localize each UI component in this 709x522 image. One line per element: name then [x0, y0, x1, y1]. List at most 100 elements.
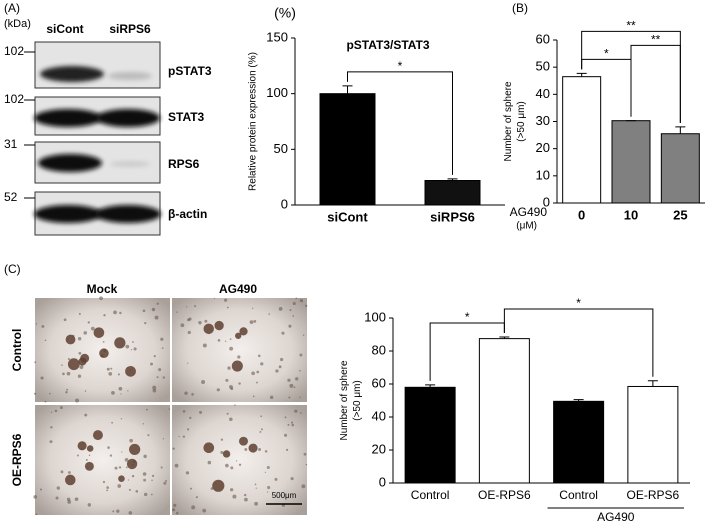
x-tick-label: OE-RPS6 — [478, 488, 531, 502]
cell — [128, 488, 131, 491]
cell — [249, 320, 254, 324]
cell — [60, 470, 64, 474]
bar — [553, 400, 605, 484]
cell — [224, 298, 228, 302]
cell — [156, 376, 159, 379]
cell — [266, 465, 270, 469]
sphere — [80, 353, 90, 363]
cell — [258, 354, 261, 358]
cell — [274, 477, 278, 481]
cell — [151, 474, 155, 477]
cell — [55, 496, 59, 500]
cell — [106, 367, 110, 371]
y-axis-label: Number of sphere — [339, 360, 350, 440]
sphere — [125, 365, 136, 377]
cell — [303, 452, 307, 456]
x-tick-label: siCont — [327, 209, 368, 224]
cell — [185, 306, 188, 308]
cell — [256, 370, 260, 374]
sphere — [231, 360, 243, 372]
protein-label: RPS6 — [168, 157, 200, 171]
cell — [79, 365, 84, 369]
cell — [76, 454, 79, 457]
significance-bracket — [581, 30, 681, 123]
cell — [35, 513, 38, 516]
cell — [152, 388, 157, 393]
cell — [162, 376, 166, 379]
cell — [229, 488, 234, 492]
cell — [54, 409, 58, 413]
cell — [175, 511, 179, 515]
cell — [124, 458, 129, 462]
cell — [129, 438, 133, 443]
sphere — [65, 334, 76, 345]
x-tick-label: OE-RPS6 — [627, 488, 680, 502]
cell — [226, 412, 229, 415]
scale-bar-label: 500μm — [272, 491, 297, 500]
cell — [120, 393, 122, 395]
cell — [299, 353, 303, 357]
cell — [161, 347, 164, 349]
panel-label: (C) — [4, 262, 21, 276]
y-tick-label: 10 — [536, 167, 550, 182]
cell — [135, 490, 139, 493]
blot-unit: (kDa) — [4, 18, 31, 30]
y-axis-label: (>50 μm) — [352, 380, 363, 421]
cell — [84, 390, 87, 392]
cell — [117, 373, 120, 376]
cell — [125, 344, 130, 349]
cell — [106, 489, 109, 492]
cell — [259, 430, 262, 433]
sphere — [126, 458, 138, 470]
cell — [156, 302, 159, 305]
x-tick-label: Control — [411, 488, 450, 502]
cell — [293, 386, 296, 389]
y-tick-label: 30 — [536, 113, 550, 128]
cell — [299, 298, 304, 303]
cell — [35, 323, 38, 325]
y-tick-label: 50 — [536, 59, 550, 74]
cell — [131, 474, 135, 478]
cell — [191, 505, 196, 510]
cell — [41, 325, 45, 328]
cell — [168, 408, 171, 410]
cell — [232, 494, 237, 499]
sphere — [203, 323, 214, 335]
cell — [301, 484, 306, 489]
cell — [225, 378, 229, 382]
cell — [133, 347, 137, 351]
cell — [173, 503, 177, 508]
cell — [302, 334, 305, 336]
cell — [50, 411, 53, 414]
cell — [113, 310, 117, 315]
cell — [204, 319, 208, 323]
cell — [286, 448, 289, 451]
cell — [260, 428, 263, 431]
cell — [189, 416, 192, 420]
lane-label: siCont — [46, 22, 83, 36]
cell — [201, 380, 206, 384]
cell — [220, 451, 224, 455]
cell — [34, 361, 37, 364]
cell — [243, 493, 247, 497]
cell — [171, 508, 176, 512]
cell — [180, 323, 185, 328]
y-tick-label: 50 — [274, 141, 288, 156]
cell — [238, 382, 241, 385]
cell — [287, 423, 290, 426]
cell — [229, 417, 233, 422]
cell — [118, 466, 122, 469]
protein-label: β-actin — [168, 207, 207, 221]
cell — [63, 318, 67, 322]
cell — [84, 413, 88, 417]
sphere — [93, 327, 105, 338]
cell — [87, 503, 92, 507]
cell — [154, 315, 159, 320]
cell — [117, 484, 122, 488]
cell — [162, 438, 165, 440]
protein-label: pSTAT3 — [168, 64, 212, 78]
cell — [49, 392, 51, 395]
cell — [187, 318, 190, 322]
cell — [255, 487, 257, 489]
cell — [288, 324, 292, 328]
